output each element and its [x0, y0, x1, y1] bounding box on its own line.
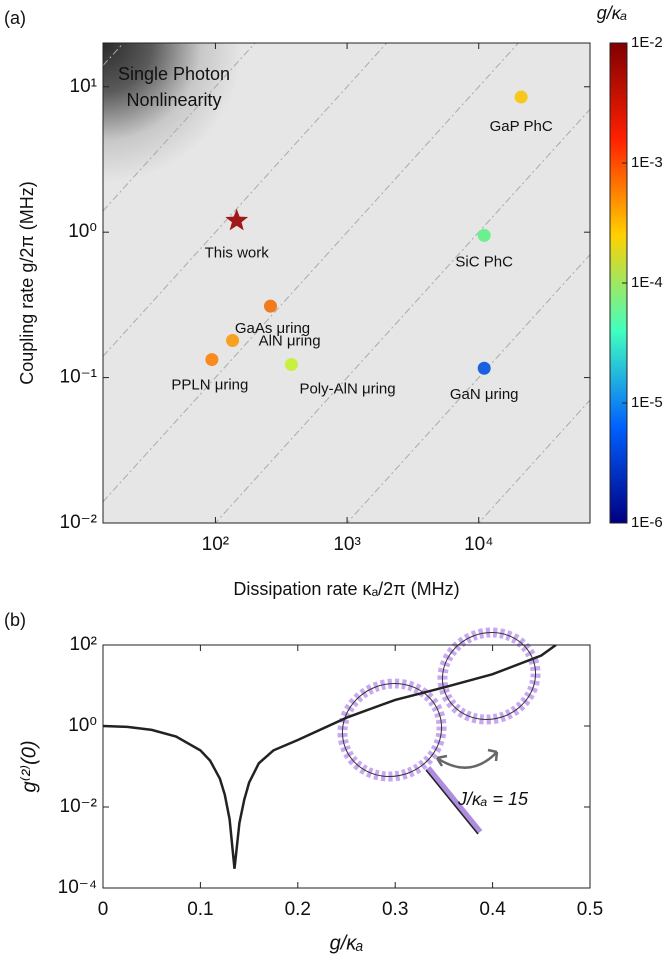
- data-point: [225, 208, 249, 231]
- nonlinearity-shade: [103, 43, 590, 523]
- x-tick-label: 0.4: [479, 899, 506, 920]
- reference-line: [103, 43, 256, 212]
- y-axis-label: Coupling rate g/2π (MHz): [17, 181, 37, 385]
- reference-line: [214, 108, 590, 523]
- annotation: Single Photon: [118, 64, 230, 84]
- colorbar-tick-label: 1E-2: [631, 34, 663, 51]
- colorbar-title: g/κₐ: [597, 3, 627, 23]
- x-tick-label: 0.1: [187, 899, 213, 920]
- point-label: SiC PhC: [455, 253, 513, 270]
- point-label: This work: [205, 245, 270, 262]
- x-tick-label: 0: [98, 899, 109, 920]
- annotation: J/κₐ = 15: [457, 789, 529, 809]
- plot-frame: [102, 644, 591, 889]
- colorbar-tick-label: 1E-4: [631, 274, 663, 291]
- colorbar-tick-label: 1E-3: [631, 154, 663, 171]
- x-axis-label: Dissipation rate κₐ/2π (MHz): [233, 579, 459, 599]
- y-axis-label: g⁽²⁾(0): [18, 740, 40, 792]
- x-tick-label: 0.5: [577, 899, 603, 920]
- data-point: [514, 90, 528, 104]
- x-tick-label: 10⁴: [464, 534, 493, 555]
- data-point: [284, 358, 298, 372]
- data-point: [226, 333, 240, 347]
- reference-line: [103, 43, 388, 357]
- y-tick-label: 10⁻⁴: [58, 877, 97, 898]
- y-tick-label: 10⁰: [68, 221, 97, 242]
- y-tick-label: 10¹: [70, 76, 97, 97]
- y-tick-label: 10⁻²: [60, 512, 98, 533]
- colorbar-tick-label: 1E-5: [631, 394, 663, 411]
- data-point: [205, 353, 219, 367]
- data-point: [263, 299, 277, 313]
- point-label: GaN μring: [450, 386, 519, 403]
- y-tick-label: 10⁻²: [60, 796, 98, 817]
- data-point: [477, 361, 491, 375]
- annotation: Nonlinearity: [126, 90, 221, 110]
- data-line: [103, 645, 557, 869]
- colorbar-tick-label: 1E-6: [631, 514, 663, 531]
- y-tick-label: 10⁻¹: [60, 367, 98, 388]
- panel-label: (b): [4, 610, 26, 630]
- point-label: PPLN μring: [171, 377, 248, 394]
- point-label: AlN μring: [259, 332, 321, 349]
- x-tick-label: 10²: [202, 534, 229, 555]
- y-tick-label: 10⁰: [68, 715, 97, 736]
- panel-label: (a): [4, 8, 26, 28]
- point-label: GaAs μring: [235, 320, 310, 337]
- x-tick-label: 10³: [333, 534, 360, 555]
- reference-lines: [103, 43, 590, 523]
- x-tick-label: 0.3: [382, 899, 408, 920]
- data-point: [477, 228, 491, 242]
- x-tick-label: 0.2: [285, 899, 311, 920]
- reference-line: [103, 43, 520, 503]
- reference-line: [346, 253, 590, 523]
- point-label: GaP PhC: [490, 118, 553, 135]
- plot-frame: [102, 42, 591, 524]
- y-tick-label: 10²: [70, 634, 97, 655]
- point-label: Poly-AlN μring: [299, 380, 395, 397]
- x-axis-label: g/κₐ: [330, 932, 364, 954]
